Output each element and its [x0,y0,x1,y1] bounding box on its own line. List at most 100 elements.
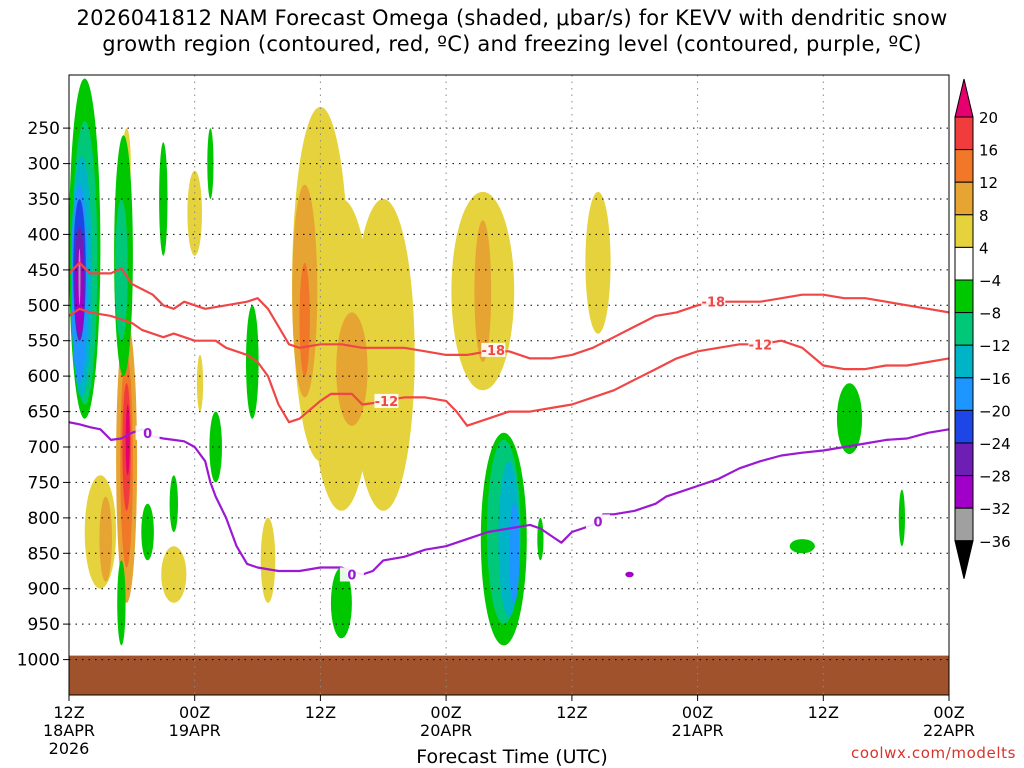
omega-down_weak-33 [789,539,815,554]
colorbar-swatch-13 [954,507,974,542]
omega-up_strong-12 [336,312,368,426]
y-tick-label-300: 300 [28,155,60,175]
x-tick-date-0: 18APR [43,721,95,740]
contour-label-2-0: 0 [143,427,152,442]
y-tick-label-250: 250 [28,119,60,139]
colorbar-swatch-1 [954,116,974,151]
x-tick-label-0: 12Z [53,703,84,722]
omega-up_very_strong-16 [299,262,310,377]
y-axis: 250 300 350 400 450 500 550 600 650 700 750 800 850 9… [17,119,69,671]
contour-label-0-0: -18 [702,296,726,311]
contour-label-2-1: 0 [347,569,356,584]
omega-down_weak-25 [209,411,222,483]
omega-up_extreme-19 [125,404,130,476]
omega-down_weak-28 [117,560,126,646]
omega-up_moderate-1 [187,170,202,256]
contour-label-1-0: -12 [375,395,399,410]
contour-label-0-1: -18 [482,344,506,359]
contour-label-bg-0-0 [701,294,726,309]
x-tick-label-48: 12Z [556,703,587,722]
x-axis-label: Forecast Time (UTC) [416,746,608,768]
omega-down_very_strong-45 [78,248,81,306]
colorbar-swatch-2 [954,149,974,183]
ground-fill [69,655,949,695]
colorbar-swatch-9 [954,377,974,411]
title-line-1: 2026041812 NAM Forecast Omega (shaded, μ… [76,6,948,30]
x-tick-label-60: 00Z [682,703,713,722]
colorbar-top-arrow [954,78,974,118]
y-tick-label-950: 950 [28,615,60,635]
x-tick-year-0: 2026 [49,739,90,758]
omega-up_moderate-4 [351,199,415,511]
site-credit[interactable]: coolwx.com/modelts [851,744,1016,762]
colorbar-label-7: −12 [979,337,1011,355]
y-tick-label-700: 700 [28,438,60,458]
contour-label-bg-2-0 [135,425,160,440]
colorbar: 20 16 12 8 4 −4 −8 −12 −16 −20 −24 −28 −32 −36 [954,78,1011,579]
omega-down_weak-34 [537,517,544,561]
colorbar-swatch-8 [954,344,974,379]
colorbar-label-5: −4 [979,272,1001,290]
x-tick-label-12: 00Z [179,703,210,722]
colorbar-label-9: −20 [979,402,1011,420]
contour-line-1 [69,307,949,427]
x-tick-label-72: 12Z [808,703,839,722]
x-tick-date-60: 21APR [672,721,724,740]
omega-down_weak-23 [207,128,214,200]
colorbar-label-2: 12 [979,174,998,192]
y-tick-label-650: 650 [28,403,60,423]
x-tick-label-84: 00Z [933,703,964,722]
y-tick-label-500: 500 [28,296,60,316]
omega-down_weak-24 [246,305,259,419]
x-tick-label-36: 00Z [430,703,461,722]
contour-label-bg-2-2 [586,514,610,529]
colorbar-swatch-7 [954,312,974,346]
omega-down_weak-29 [330,567,352,639]
ground-layer [69,655,949,695]
colorbar-swatch-11 [954,442,974,477]
x-tick-label-24: 12Z [305,703,336,722]
y-tick-label-400: 400 [28,225,60,245]
contour-line-2 [69,421,949,576]
colorbar-label-13: −36 [979,533,1011,551]
colorbar-label-11: −28 [979,468,1011,486]
contour-label-bg-2-1 [339,567,364,582]
y-tick-label-800: 800 [28,509,60,529]
omega-up_moderate-6 [585,191,611,334]
x-tick-date-84: 22APR [923,721,975,740]
colorbar-label-12: −32 [979,500,1011,518]
y-tick-label-350: 350 [28,190,60,210]
omega-up_moderate-9 [260,517,276,603]
colorbar-swatch-10 [954,409,974,444]
omega-up_moderate-8 [161,546,187,603]
y-tick-label-600: 600 [28,367,60,387]
colorbar-bottom-arrow [954,540,974,579]
omega-down_weak-22 [159,142,168,256]
colorbar-label-4: 4 [979,239,989,257]
contour-label-2-2: 0 [593,515,602,530]
omega-down_weak-31 [836,383,863,455]
omega-down_very_strong-46 [625,571,634,578]
omega-up_strong-14 [99,496,112,582]
omega-down_weak-26 [169,475,178,532]
colorbar-label-10: −24 [979,435,1011,453]
colorbar-label-8: −16 [979,370,1011,388]
omega-up_moderate-10 [196,354,204,412]
y-tick-label-850: 850 [28,544,60,564]
y-tick-label-550: 550 [28,332,60,352]
contour-label-1-1: -12 [749,338,773,353]
colorbar-label-1: 16 [979,142,998,160]
contour-label-bg-1-1 [748,337,773,352]
colorbar-swatch-3 [954,181,974,216]
colorbar-swatch-5 [954,246,974,281]
colorbar-swatch-6 [954,279,974,314]
y-tick-label-1000: 1000 [17,651,60,671]
contour-label-bg-0-1 [481,342,506,357]
colorbar-label-0: 20 [979,109,998,127]
colorbar-swatch-12 [954,475,974,509]
x-tick-date-12: 19APR [169,721,221,740]
colorbar-label-3: 8 [979,207,989,225]
y-tick-label-750: 750 [28,473,60,493]
